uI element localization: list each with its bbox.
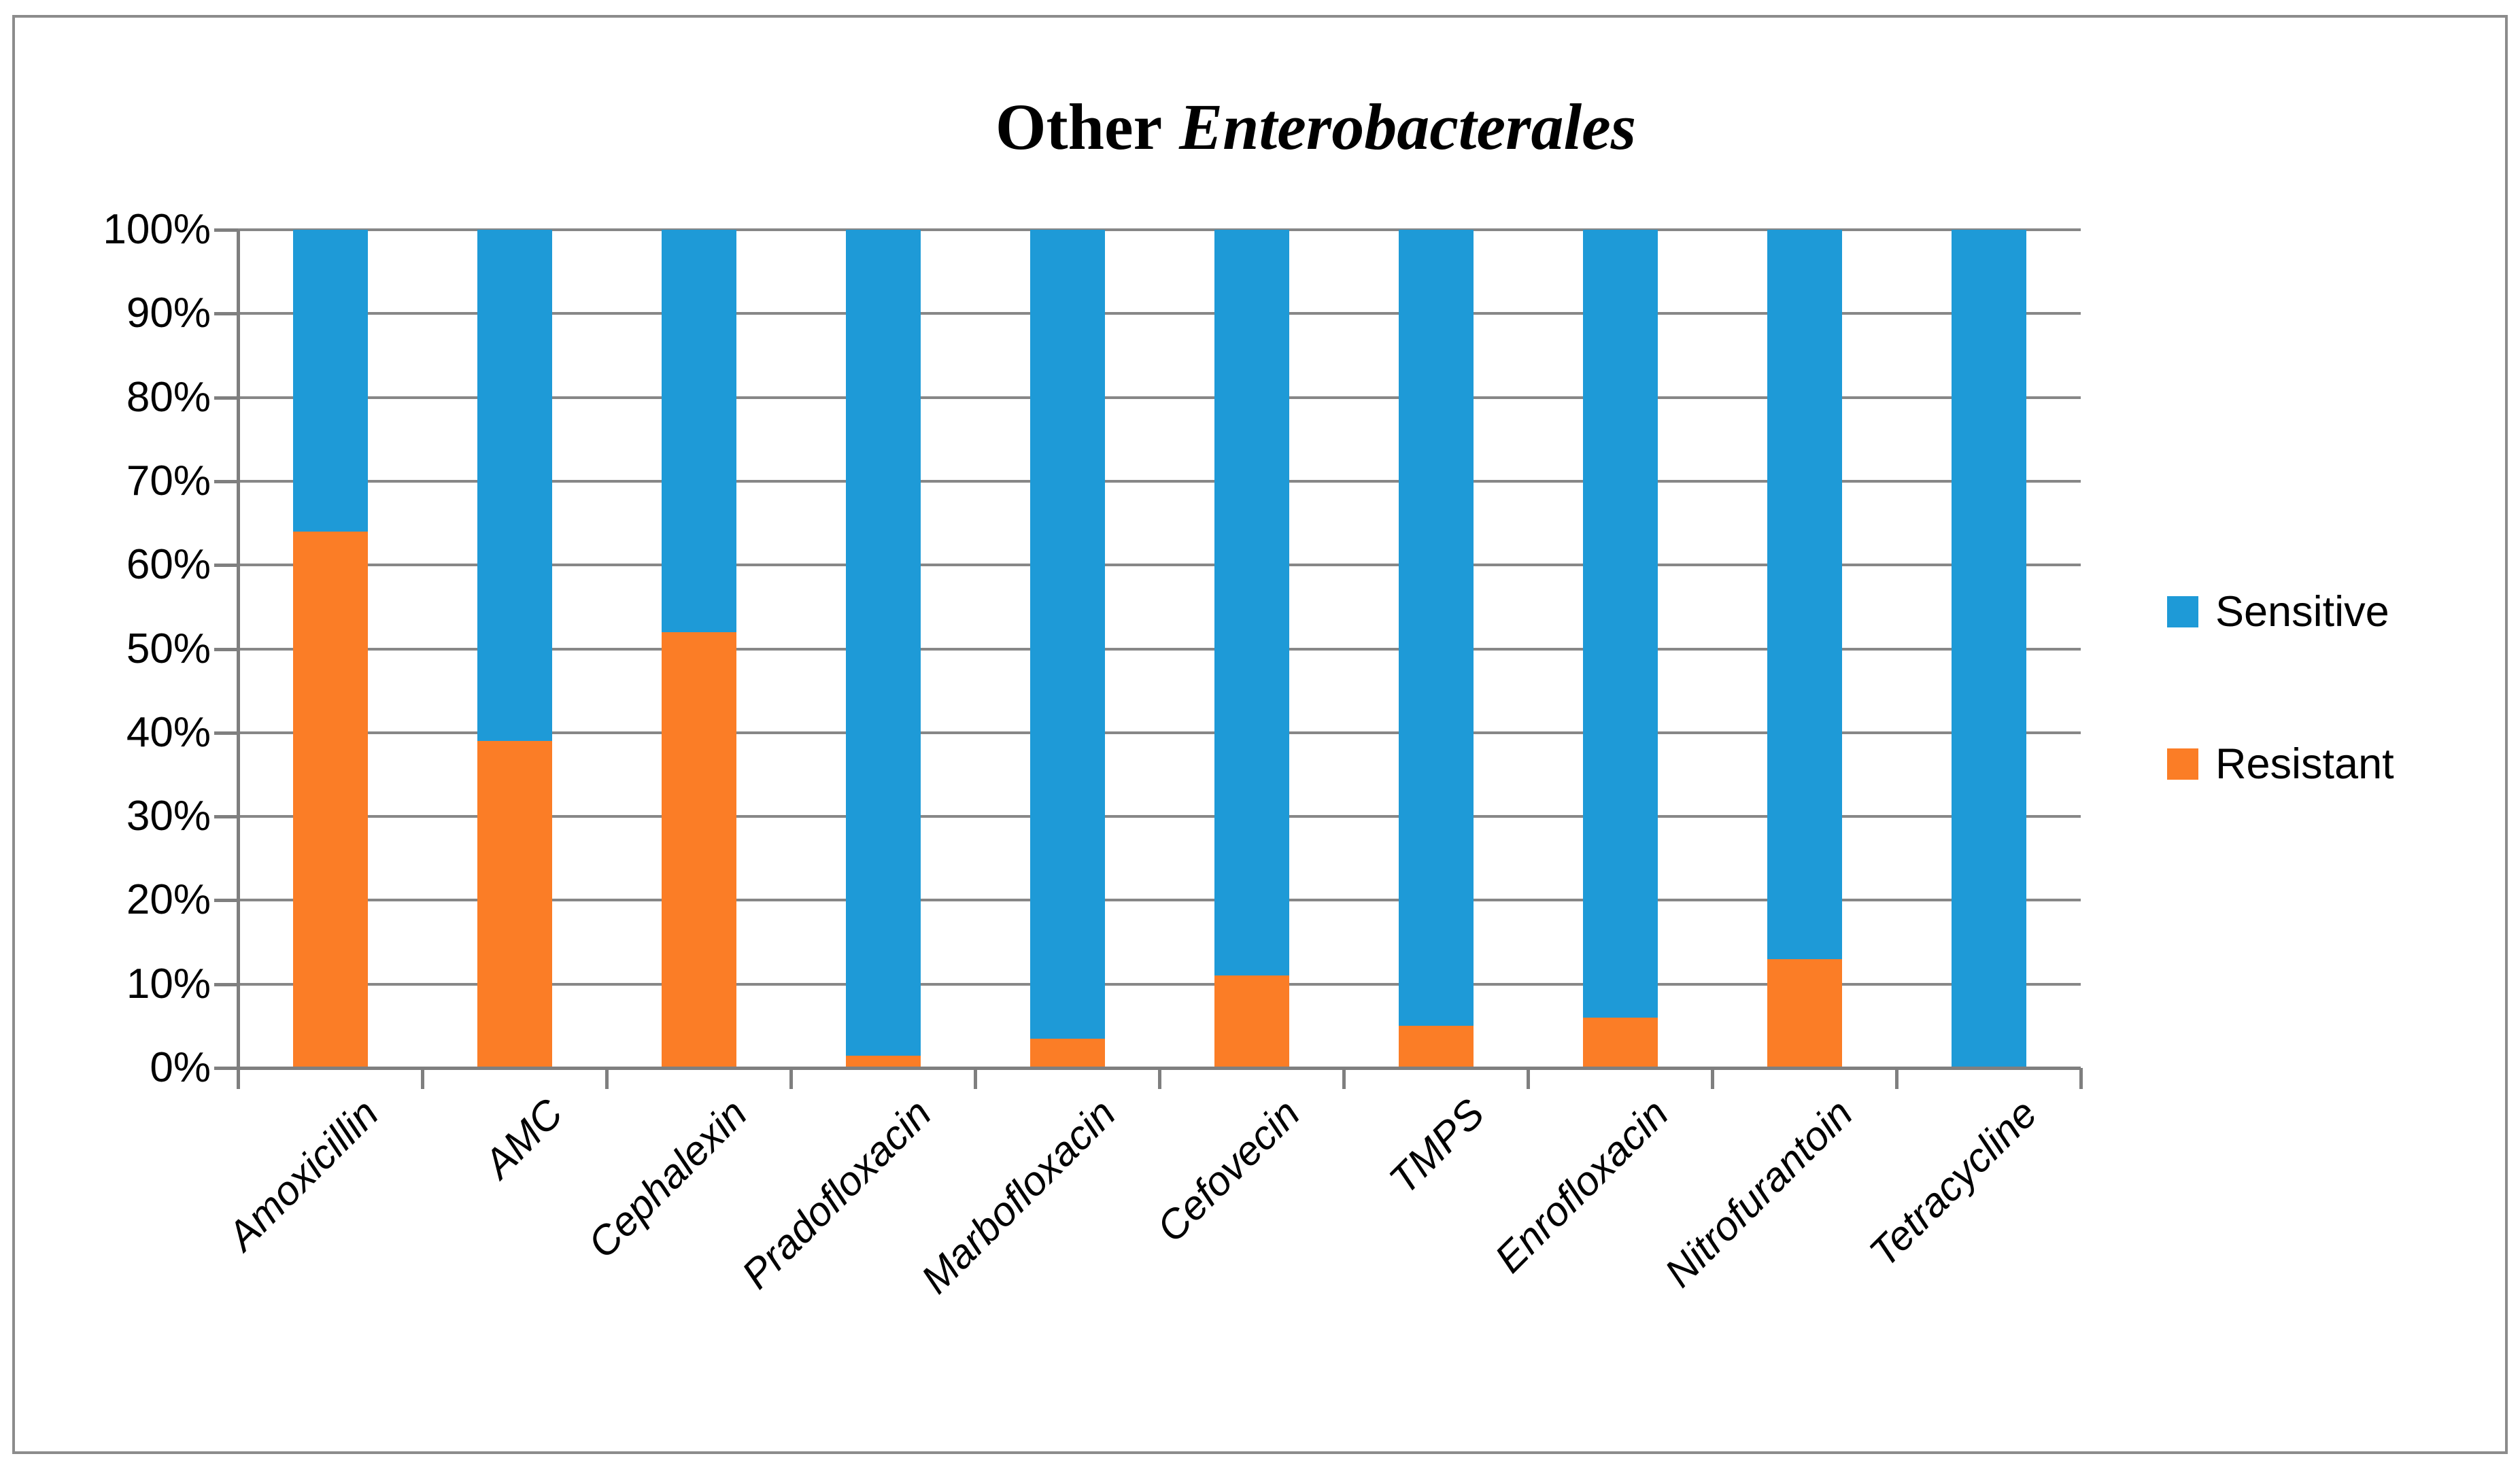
x-axis-tick [1342, 1068, 1346, 1089]
chart-title-species: Enterobacterales [1179, 90, 1637, 163]
bar-nitrofurantoin [1767, 230, 1842, 1068]
bar-marbofloxacin [1029, 230, 1105, 1068]
bar-amoxicillin [292, 230, 368, 1068]
bar-tetracycline [1951, 230, 2026, 1068]
x-axis-tick [2079, 1068, 2083, 1089]
bar-segment-resistant [1029, 1038, 1105, 1068]
y-axis-label: 40% [126, 708, 211, 756]
bar-segment-sensitive [661, 230, 736, 632]
bar-cephalexin [661, 230, 736, 1068]
bar-segment-sensitive [845, 230, 921, 1056]
bar-pradofloxacin [845, 230, 921, 1068]
y-axis-label: 80% [126, 373, 211, 421]
bar-segment-resistant [477, 741, 552, 1068]
legend-label-sensitive: Sensitive [2215, 587, 2389, 636]
chart-frame [12, 15, 2508, 1454]
bar-segment-resistant [845, 1055, 921, 1068]
y-axis-tick [214, 982, 238, 986]
y-axis-tick [214, 479, 238, 483]
x-axis-tick [1895, 1068, 1898, 1089]
x-axis-tick [605, 1068, 609, 1089]
y-axis-label: 60% [126, 541, 211, 589]
x-axis-tick [237, 1068, 240, 1089]
gridline [238, 396, 2081, 399]
legend-label-resistant: Resistant [2215, 740, 2394, 788]
legend-item-sensitive: Sensitive [2167, 590, 2389, 633]
bar-segment-resistant [292, 531, 368, 1068]
gridline [238, 899, 2081, 902]
bar-segment-resistant [661, 632, 736, 1068]
gridline [238, 982, 2081, 986]
y-axis-label: 20% [126, 876, 211, 924]
x-axis-line [214, 1067, 2081, 1070]
bar-segment-sensitive [477, 230, 552, 742]
bar-cefovecin [1214, 230, 1289, 1068]
x-axis-tick [974, 1068, 977, 1089]
y-axis-tick [214, 1067, 238, 1070]
y-axis-label: 70% [126, 457, 211, 504]
bar-enrofloxacin [1582, 230, 1658, 1068]
y-axis-tick [214, 228, 238, 232]
bar-segment-resistant [1398, 1026, 1474, 1068]
bar-segment-sensitive [1951, 230, 2026, 1068]
chart-title-text: Other [995, 90, 1163, 163]
gridline [238, 479, 2081, 483]
y-axis-label: 30% [126, 793, 211, 840]
chart-title: Other Enterobacterales [112, 91, 2520, 163]
gridline [238, 228, 2081, 231]
y-axis-label: 50% [126, 625, 211, 672]
gridline [238, 815, 2081, 818]
y-axis-tick [214, 396, 238, 400]
bar-segment-sensitive [1582, 230, 1658, 1018]
bar-segment-resistant [1767, 958, 1842, 1068]
x-axis-tick [789, 1068, 793, 1089]
bar-segment-sensitive [1767, 230, 1842, 959]
y-axis-tick [214, 731, 238, 735]
legend-swatch-sensitive [2167, 596, 2198, 627]
y-axis-line [237, 230, 240, 1089]
legend-swatch-resistant [2167, 748, 2198, 780]
bar-amc [477, 230, 552, 1068]
y-axis-label: 0% [150, 1044, 211, 1091]
x-axis-tick [1711, 1068, 1714, 1089]
bar-segment-sensitive [1398, 230, 1474, 1026]
gridline [238, 731, 2081, 734]
y-axis-label: 100% [103, 206, 211, 253]
x-axis-tick [421, 1068, 424, 1089]
bar-segment-sensitive [1214, 230, 1289, 976]
legend-item-resistant: Resistant [2167, 742, 2394, 785]
x-axis-tick [1158, 1068, 1161, 1089]
gridline [238, 564, 2081, 567]
bar-segment-resistant [1582, 1018, 1658, 1068]
y-axis-label: 10% [126, 960, 211, 1007]
y-axis-label: 90% [126, 290, 211, 337]
y-axis-tick [214, 647, 238, 651]
bar-tmps [1398, 230, 1474, 1068]
y-axis-tick [214, 564, 238, 568]
plot-area [238, 228, 2081, 1069]
y-axis-tick [214, 815, 238, 819]
gridline [238, 312, 2081, 315]
bar-segment-sensitive [1029, 230, 1105, 1039]
bar-segment-sensitive [292, 230, 368, 532]
x-axis-tick [1527, 1068, 1530, 1089]
bar-segment-resistant [1214, 975, 1289, 1068]
y-axis-tick [214, 312, 238, 316]
gridline [238, 647, 2081, 651]
y-axis-tick [214, 899, 238, 903]
